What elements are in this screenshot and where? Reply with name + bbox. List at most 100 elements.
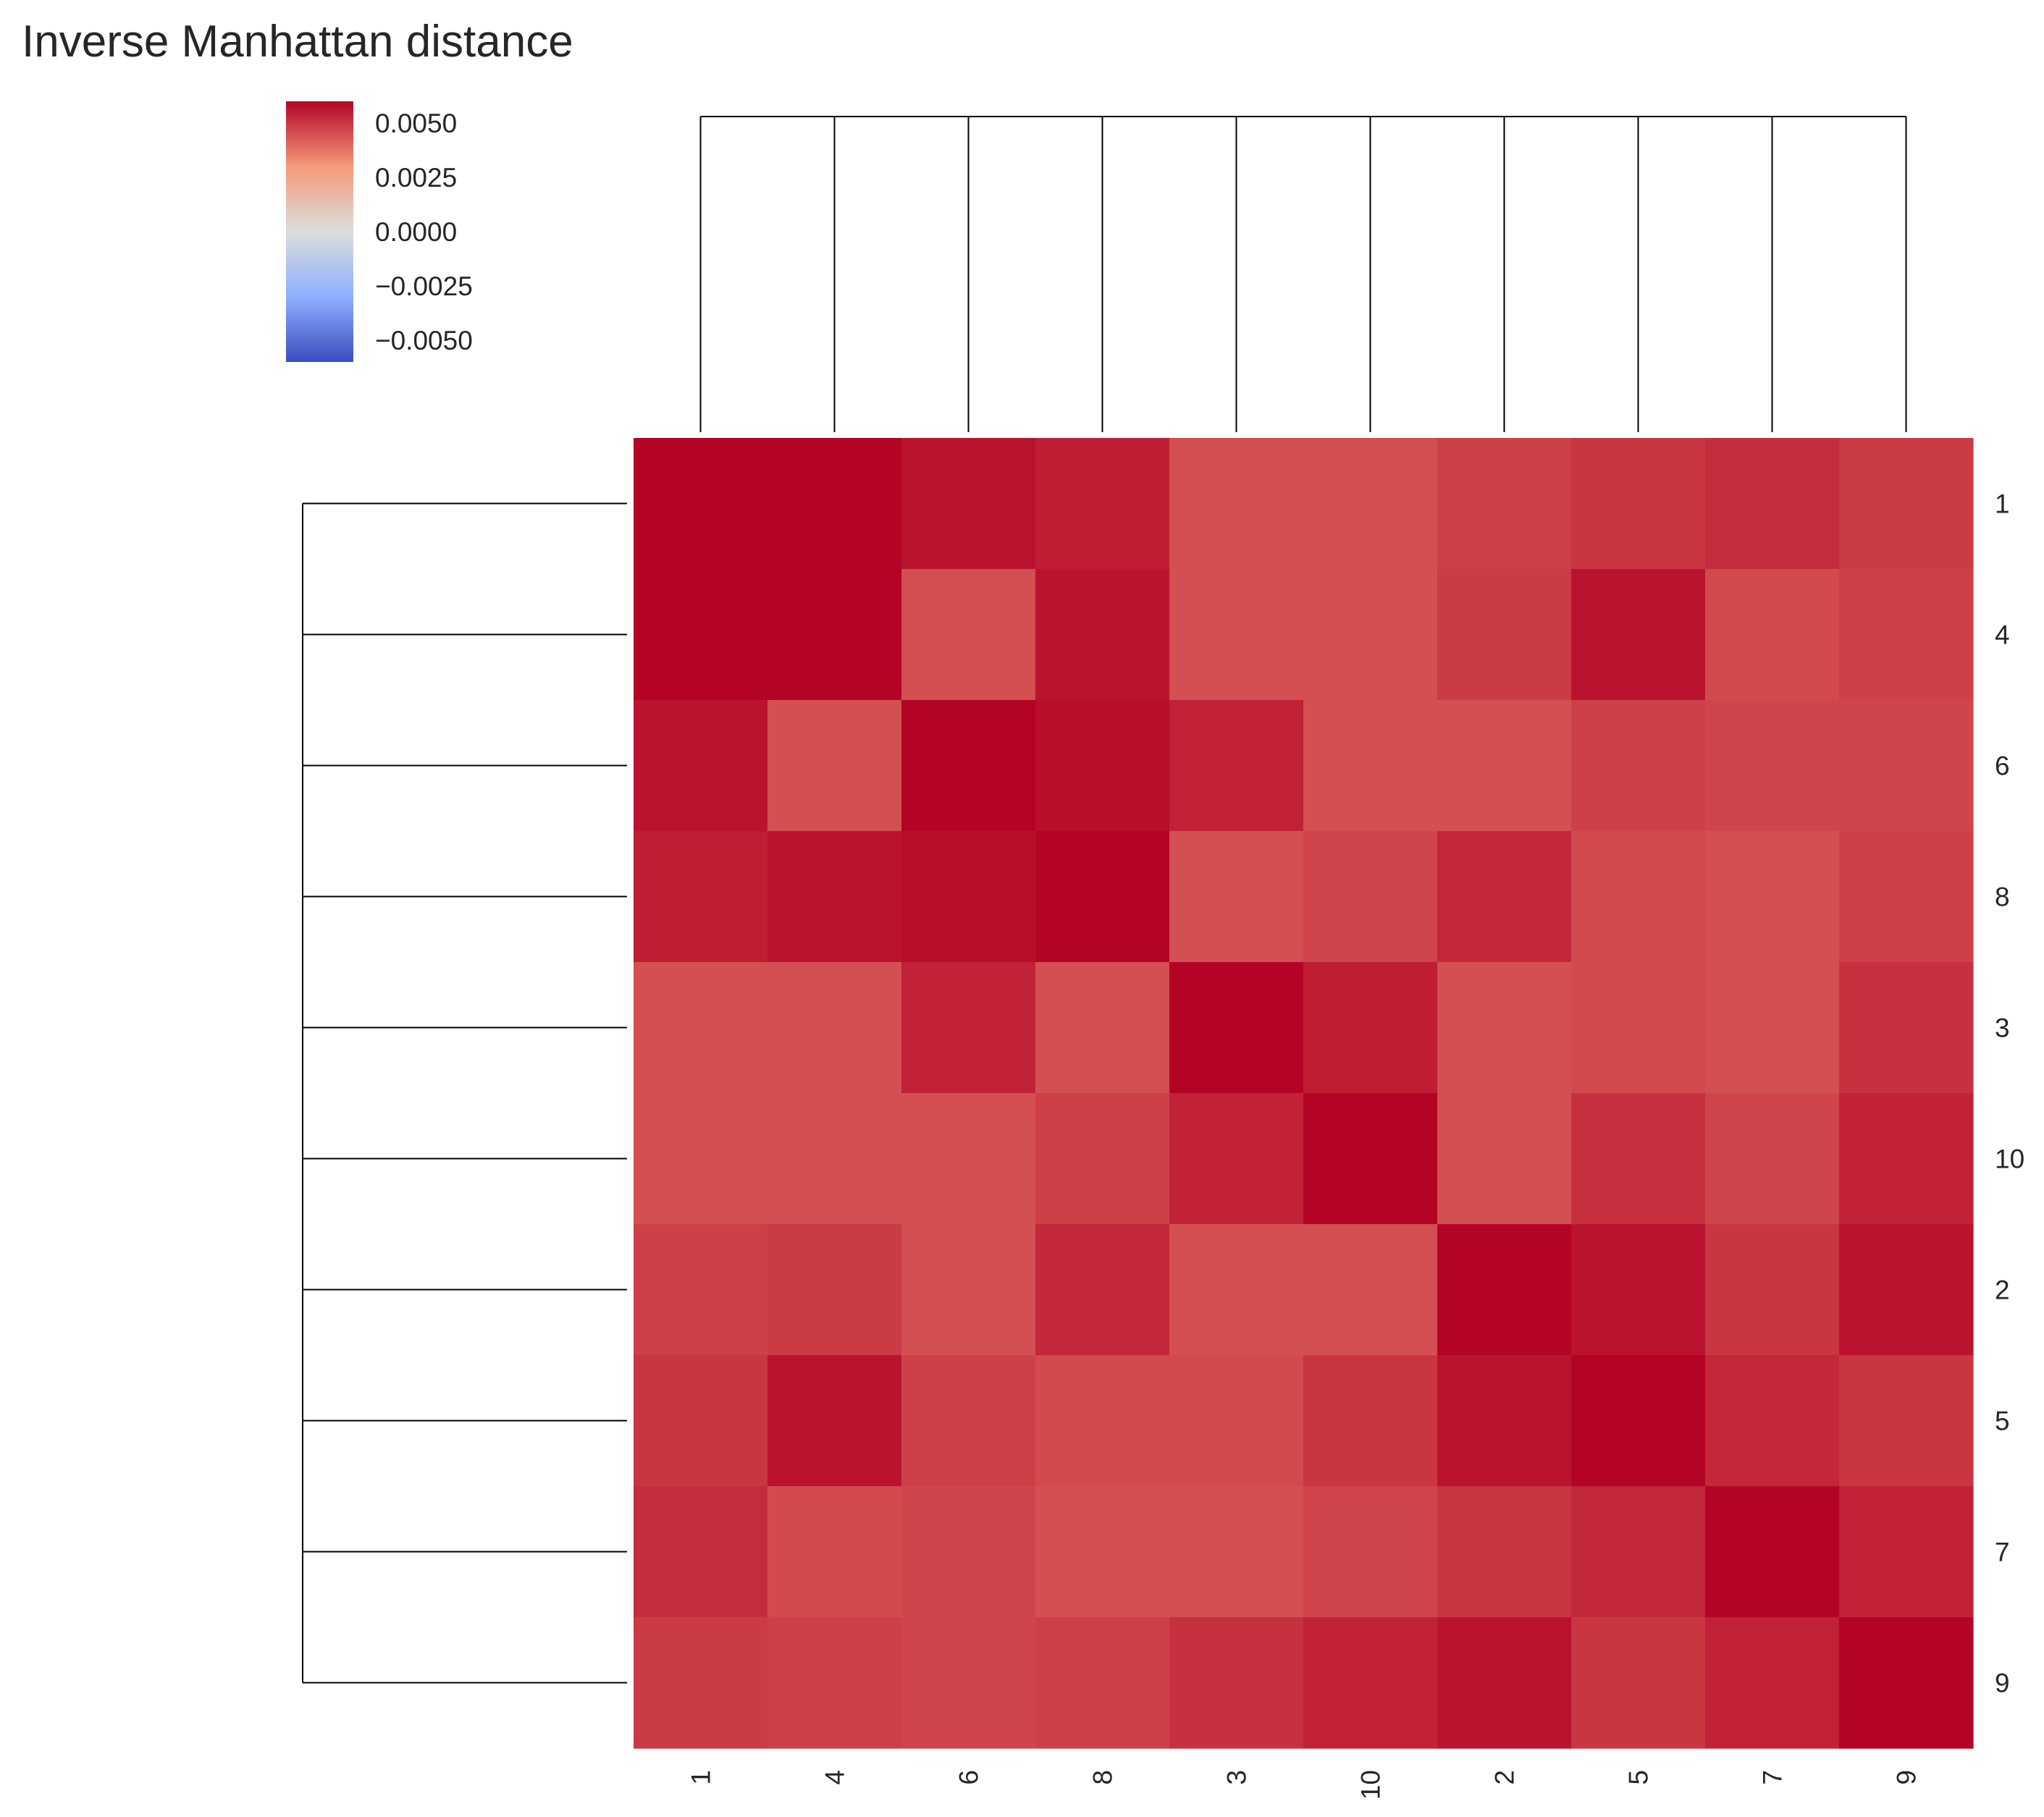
heatmap-cell <box>1437 962 1572 1094</box>
heatmap-cell <box>1839 1224 1974 1356</box>
heatmap-cell <box>1303 700 1438 832</box>
heatmap-cell <box>767 569 902 701</box>
heatmap-cell <box>1839 438 1974 570</box>
heatmap-cell <box>767 1093 902 1225</box>
heatmap-cell <box>1169 1617 1304 1749</box>
row-label: 7 <box>1995 1538 2010 1567</box>
heatmap-cell <box>1035 569 1170 701</box>
heatmap-cell <box>1571 700 1706 832</box>
heatmap-cell <box>1839 1486 1974 1618</box>
heatmap-cell <box>901 438 1036 570</box>
heatmap-cell <box>1705 1617 1840 1749</box>
heatmap-cell <box>1839 962 1974 1094</box>
heatmap-cell <box>1571 1224 1706 1356</box>
heatmap-cell <box>1571 1486 1706 1618</box>
heatmap-cell <box>1035 1224 1170 1356</box>
heatmap-cell <box>901 1617 1036 1749</box>
column-label: 8 <box>1088 1770 1118 1785</box>
heatmap-cell <box>767 438 902 570</box>
heatmap-cell <box>1303 438 1438 570</box>
heatmap-cell <box>1169 569 1304 701</box>
heatmap-cell <box>1303 1355 1438 1487</box>
heatmap-cell <box>1571 1617 1706 1749</box>
heatmap-cell <box>1437 569 1572 701</box>
column-label: 10 <box>1356 1770 1386 1800</box>
heatmap-cell <box>1437 1486 1572 1618</box>
heatmap-cell <box>1303 962 1438 1094</box>
row-label: 1 <box>1995 489 2010 519</box>
heatmap-cell <box>1571 962 1706 1094</box>
row-label: 3 <box>1995 1013 2010 1043</box>
heatmap-cell <box>634 1486 768 1618</box>
heatmap-cell <box>1705 700 1840 832</box>
heatmap-cell <box>1705 1486 1840 1618</box>
heatmap-cell <box>1303 1486 1438 1618</box>
row-tick-labels: 1 4 6 8 3 10 2 5 7 9 <box>1995 489 2024 1698</box>
row-label: 10 <box>1995 1144 2024 1174</box>
colorbar-tick-label: −0.0050 <box>375 326 473 355</box>
heatmap-cell <box>1839 1355 1974 1487</box>
heatmap-cell <box>901 700 1036 832</box>
heatmap-cell <box>634 1093 768 1225</box>
heatmap-cell <box>1303 831 1438 963</box>
heatmap-cell <box>1705 438 1840 570</box>
row-dendrogram <box>302 502 627 1684</box>
heatmap-cell <box>1571 1093 1706 1225</box>
heatmap-cell <box>1839 569 1974 701</box>
heatmap-cell <box>1035 1486 1170 1618</box>
heatmap-cell <box>1035 700 1170 832</box>
heatmap-cell <box>1169 831 1304 963</box>
column-label: 2 <box>1490 1770 1520 1785</box>
heatmap-cell <box>1169 438 1304 570</box>
heatmap-cell <box>901 962 1036 1094</box>
heatmap-cell <box>1169 1093 1304 1225</box>
heatmap-cell <box>767 962 902 1094</box>
heatmap-cell <box>901 1355 1036 1487</box>
colorbar-gradient <box>286 101 353 362</box>
heatmap-cell <box>1437 1617 1572 1749</box>
heatmap-cell <box>1571 1355 1706 1487</box>
heatmap-cell <box>1437 438 1572 570</box>
heatmap-cell <box>1705 831 1840 963</box>
colorbar: 0.0050 0.0025 0.0000 −0.0025 −0.0050 <box>286 101 473 362</box>
colorbar-tick-label: 0.0025 <box>375 163 457 193</box>
column-label: 9 <box>1892 1770 1922 1785</box>
heatmap-cell <box>1437 1355 1572 1487</box>
row-label: 2 <box>1995 1276 2010 1305</box>
column-label: 5 <box>1624 1770 1654 1785</box>
heatmap-cell <box>901 831 1036 963</box>
heatmap-cell <box>634 438 768 570</box>
heatmap-cell <box>1169 962 1304 1094</box>
heatmap-cell <box>1437 1093 1572 1225</box>
heatmap-cell <box>1705 1224 1840 1356</box>
colorbar-tick-label: −0.0025 <box>375 271 473 301</box>
heatmap-cell <box>901 1224 1036 1356</box>
heatmap-cell <box>767 1355 902 1487</box>
heatmap-cell <box>1303 569 1438 701</box>
heatmap-cell <box>1303 1093 1438 1225</box>
heatmap-cell <box>634 569 768 701</box>
heatmap-cell <box>901 1486 1036 1618</box>
heatmap-cell <box>1839 1617 1974 1749</box>
column-label: 4 <box>820 1770 850 1785</box>
row-label: 5 <box>1995 1407 2010 1436</box>
heatmap-cell <box>901 1093 1036 1225</box>
heatmap-cell <box>767 1617 902 1749</box>
heatmap-cell <box>1035 1617 1170 1749</box>
column-dendrogram <box>699 116 1907 432</box>
column-label: 6 <box>954 1770 984 1785</box>
heatmap-cell <box>1303 1224 1438 1356</box>
colorbar-tick-label: 0.0050 <box>375 109 457 138</box>
heatmap-cell <box>1705 1093 1840 1225</box>
heatmap-cell <box>634 1224 768 1356</box>
heatmap-cell <box>1571 831 1706 963</box>
heatmap-cell <box>767 1486 902 1618</box>
heatmap-cell <box>1839 831 1974 963</box>
heatmap-cell <box>1169 1486 1304 1618</box>
heatmap-cell <box>1035 1355 1170 1487</box>
heatmap-cell <box>1571 569 1706 701</box>
heatmap-cell <box>1839 1093 1974 1225</box>
heatmap-cell <box>1035 1093 1170 1225</box>
heatmap-cell <box>1705 962 1840 1094</box>
